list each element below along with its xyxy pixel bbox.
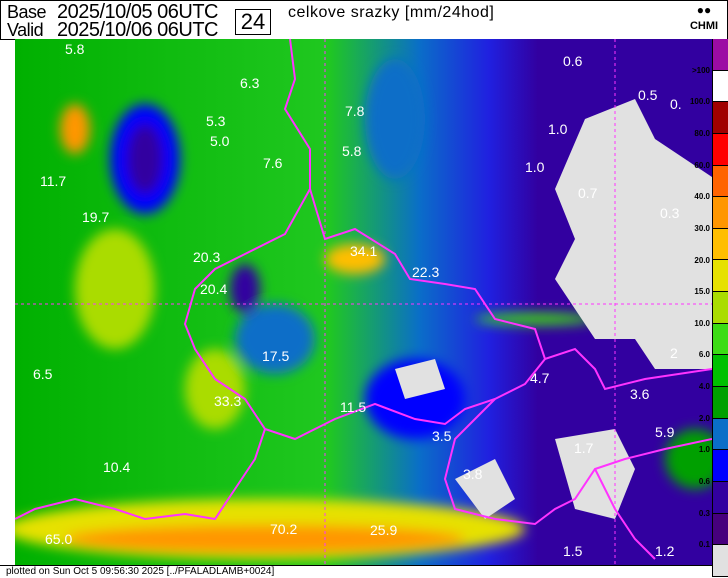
value-label: 22.3: [412, 264, 440, 280]
value-label: 1.5: [563, 543, 583, 559]
legend-label: 0.6: [698, 477, 710, 487]
value-label: 1.0: [548, 121, 568, 137]
legend-label: 6.0: [698, 350, 710, 360]
value-label: 65.0: [45, 531, 73, 547]
legend-label: 20.0: [694, 255, 710, 265]
value-label: 6.5: [33, 366, 53, 382]
value-label: 3.6: [630, 386, 650, 402]
valid-time: 2025/10/06 06UTC: [57, 19, 219, 41]
legend-label: 60.0: [694, 160, 710, 170]
legend-label: 80.0: [694, 128, 710, 138]
color-legend: >100 100.0 80.0 60.0 40.0 30.0 20.0 15.0 10.0 6.0…: [690, 39, 728, 577]
value-label: 0.5: [638, 87, 658, 103]
value-label: 5.3: [206, 113, 226, 129]
legend-swatch: [713, 133, 728, 166]
no-precip-areas: [395, 99, 712, 519]
precipitation-map: 5.8 6.3 7.8 0.6 0.5 0. 5.3 1.0 5.0 7.6 1.0 5.8 11.7 0…: [15, 39, 712, 565]
valid-label: Valid: [7, 20, 44, 40]
country-borders: [15, 39, 712, 560]
value-label: 5.9: [655, 424, 675, 440]
legend-swatch: [713, 260, 728, 293]
value-label: 17.5: [262, 348, 290, 364]
logo-icon: ●●: [696, 3, 712, 17]
legend-swatch: [713, 513, 728, 546]
value-label: 20.4: [200, 281, 228, 297]
grid-lines: [15, 39, 712, 565]
chmi-logo: ●● CHMI: [684, 4, 724, 32]
legend-swatch: [713, 418, 728, 451]
legend-label: 100.0: [689, 97, 710, 107]
legend-label: 1.0: [698, 445, 710, 455]
header: Base 2025/10/05 06UTC Valid 2025/10/06 0…: [0, 0, 728, 40]
legend-swatch: [713, 387, 728, 419]
legend-swatch: [713, 323, 728, 356]
value-label: 34.1: [350, 243, 378, 259]
value-label: 7.6: [263, 155, 283, 171]
legend-label: 4.0: [698, 382, 710, 392]
plot-info: plotted on Sun Oct 5 09:56:30 2025 [../P…: [6, 566, 275, 577]
footer: plotted on Sun Oct 5 09:56:30 2025 [../P…: [0, 565, 712, 578]
value-label: 11.7: [40, 173, 67, 189]
value-label: 1.0: [525, 159, 545, 175]
value-label: 5.0: [210, 133, 230, 149]
value-label: 19.7: [82, 209, 110, 225]
value-label: 2: [670, 345, 678, 361]
value-label: 3.8: [463, 466, 483, 482]
logo-text: CHMI: [689, 20, 719, 32]
legend-swatch: [713, 165, 728, 198]
legend-swatch: [713, 197, 728, 229]
value-label: 5.8: [342, 143, 362, 159]
base-label: Base: [7, 2, 47, 22]
base-time: 2025/10/05 06UTC: [57, 1, 219, 23]
value-label: 11.5: [340, 399, 367, 415]
legend-label: 15.0: [694, 287, 710, 297]
value-label: 3.5: [432, 428, 452, 444]
legend-label: >100: [691, 65, 710, 75]
value-label: 1.2: [655, 543, 675, 559]
value-label: 7.8: [345, 103, 365, 119]
accumulation-hours: 24: [235, 9, 271, 35]
legend-swatch: [713, 102, 728, 134]
value-label: 0.: [670, 96, 682, 112]
value-label: 10.4: [103, 459, 131, 475]
legend-swatch: [713, 228, 728, 261]
legend-swatch: [713, 481, 728, 514]
legend-label: 40.0: [694, 192, 710, 202]
legend-swatch: [713, 450, 728, 482]
value-label: 0.7: [578, 185, 598, 201]
map-title: celkove srazky [mm/24hod]: [288, 4, 495, 21]
legend-swatch: [713, 39, 728, 71]
value-label: 33.3: [214, 393, 242, 409]
legend-label: 0.1: [698, 540, 710, 550]
legend-label: 10.0: [694, 318, 710, 328]
value-label: 70.2: [270, 521, 298, 537]
legend-label: 30.0: [694, 223, 710, 233]
value-label: 0.3: [660, 205, 680, 221]
value-label: 5.8: [65, 41, 85, 57]
legend-swatch: [713, 355, 728, 388]
precipitation-field: [15, 39, 712, 565]
legend-swatch: [713, 292, 728, 324]
value-label: 25.9: [370, 522, 398, 538]
value-label: 6.3: [240, 75, 260, 91]
value-label: 20.3: [193, 249, 221, 265]
value-label: 0.6: [563, 53, 583, 69]
value-label: 1.7: [574, 440, 594, 456]
legend-swatch: [713, 545, 728, 577]
value-label: 4.7: [530, 370, 550, 386]
legend-swatch: [713, 70, 728, 103]
legend-label: 0.3: [698, 508, 710, 518]
legend-label: 2.0: [698, 413, 710, 423]
